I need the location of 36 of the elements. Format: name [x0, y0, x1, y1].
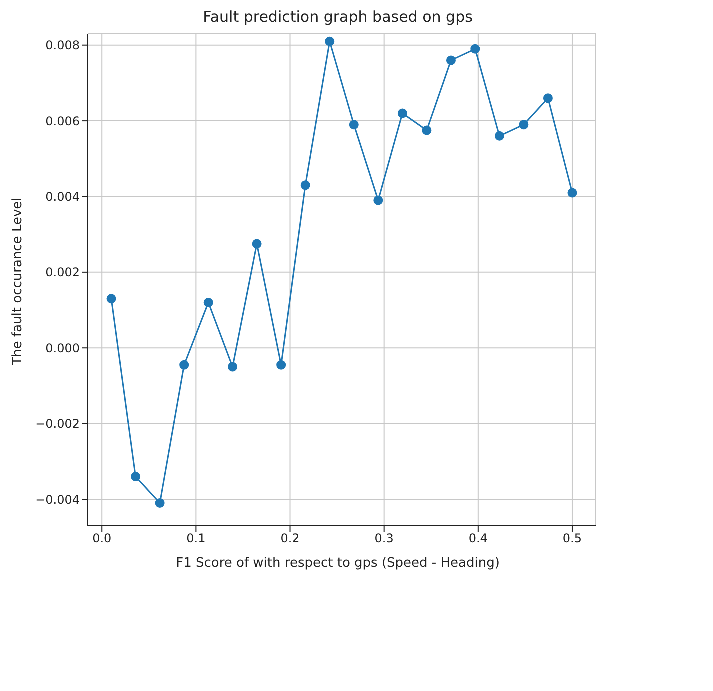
y-tick-label: 0.000: [46, 341, 80, 356]
point: [519, 120, 529, 130]
x-tick-label: 0.4: [468, 532, 488, 546]
y-axis-title: The fault occurance Level: [10, 197, 26, 365]
x-tick-label: 0.3: [374, 532, 394, 546]
x-tick-label: 0.5: [562, 532, 582, 546]
point: [276, 360, 286, 370]
point: [300, 180, 310, 190]
y-tick-label: 0.002: [46, 266, 80, 280]
point: [325, 36, 335, 46]
point: [568, 188, 578, 198]
x-tick-label: 0.2: [280, 532, 300, 546]
point: [180, 360, 190, 370]
y-tick-label: −0.004: [36, 492, 80, 507]
point: [131, 472, 141, 482]
point: [349, 120, 359, 130]
point: [446, 56, 456, 66]
x-tick-label: 0.1: [186, 532, 206, 546]
point: [398, 108, 408, 118]
point: [228, 362, 238, 372]
point: [252, 239, 262, 249]
y-tick-label: 0.008: [46, 38, 80, 53]
x-axis-title: F1 Score of with respect to gps (Speed - Heading): [175, 556, 501, 571]
y-tick-label: 0.004: [46, 190, 80, 204]
y-tick-label: 0.006: [46, 114, 80, 128]
point: [422, 126, 432, 136]
point: [155, 498, 165, 508]
point: [374, 196, 384, 206]
chart-title: Fault prediction graph based on gps: [202, 8, 474, 26]
point: [106, 294, 116, 304]
y-tick-label: −0.002: [36, 417, 80, 432]
point: [494, 131, 504, 141]
point: [470, 44, 480, 54]
x-tick-label: 0.0: [92, 532, 112, 546]
point: [204, 298, 214, 308]
point: [543, 94, 553, 104]
